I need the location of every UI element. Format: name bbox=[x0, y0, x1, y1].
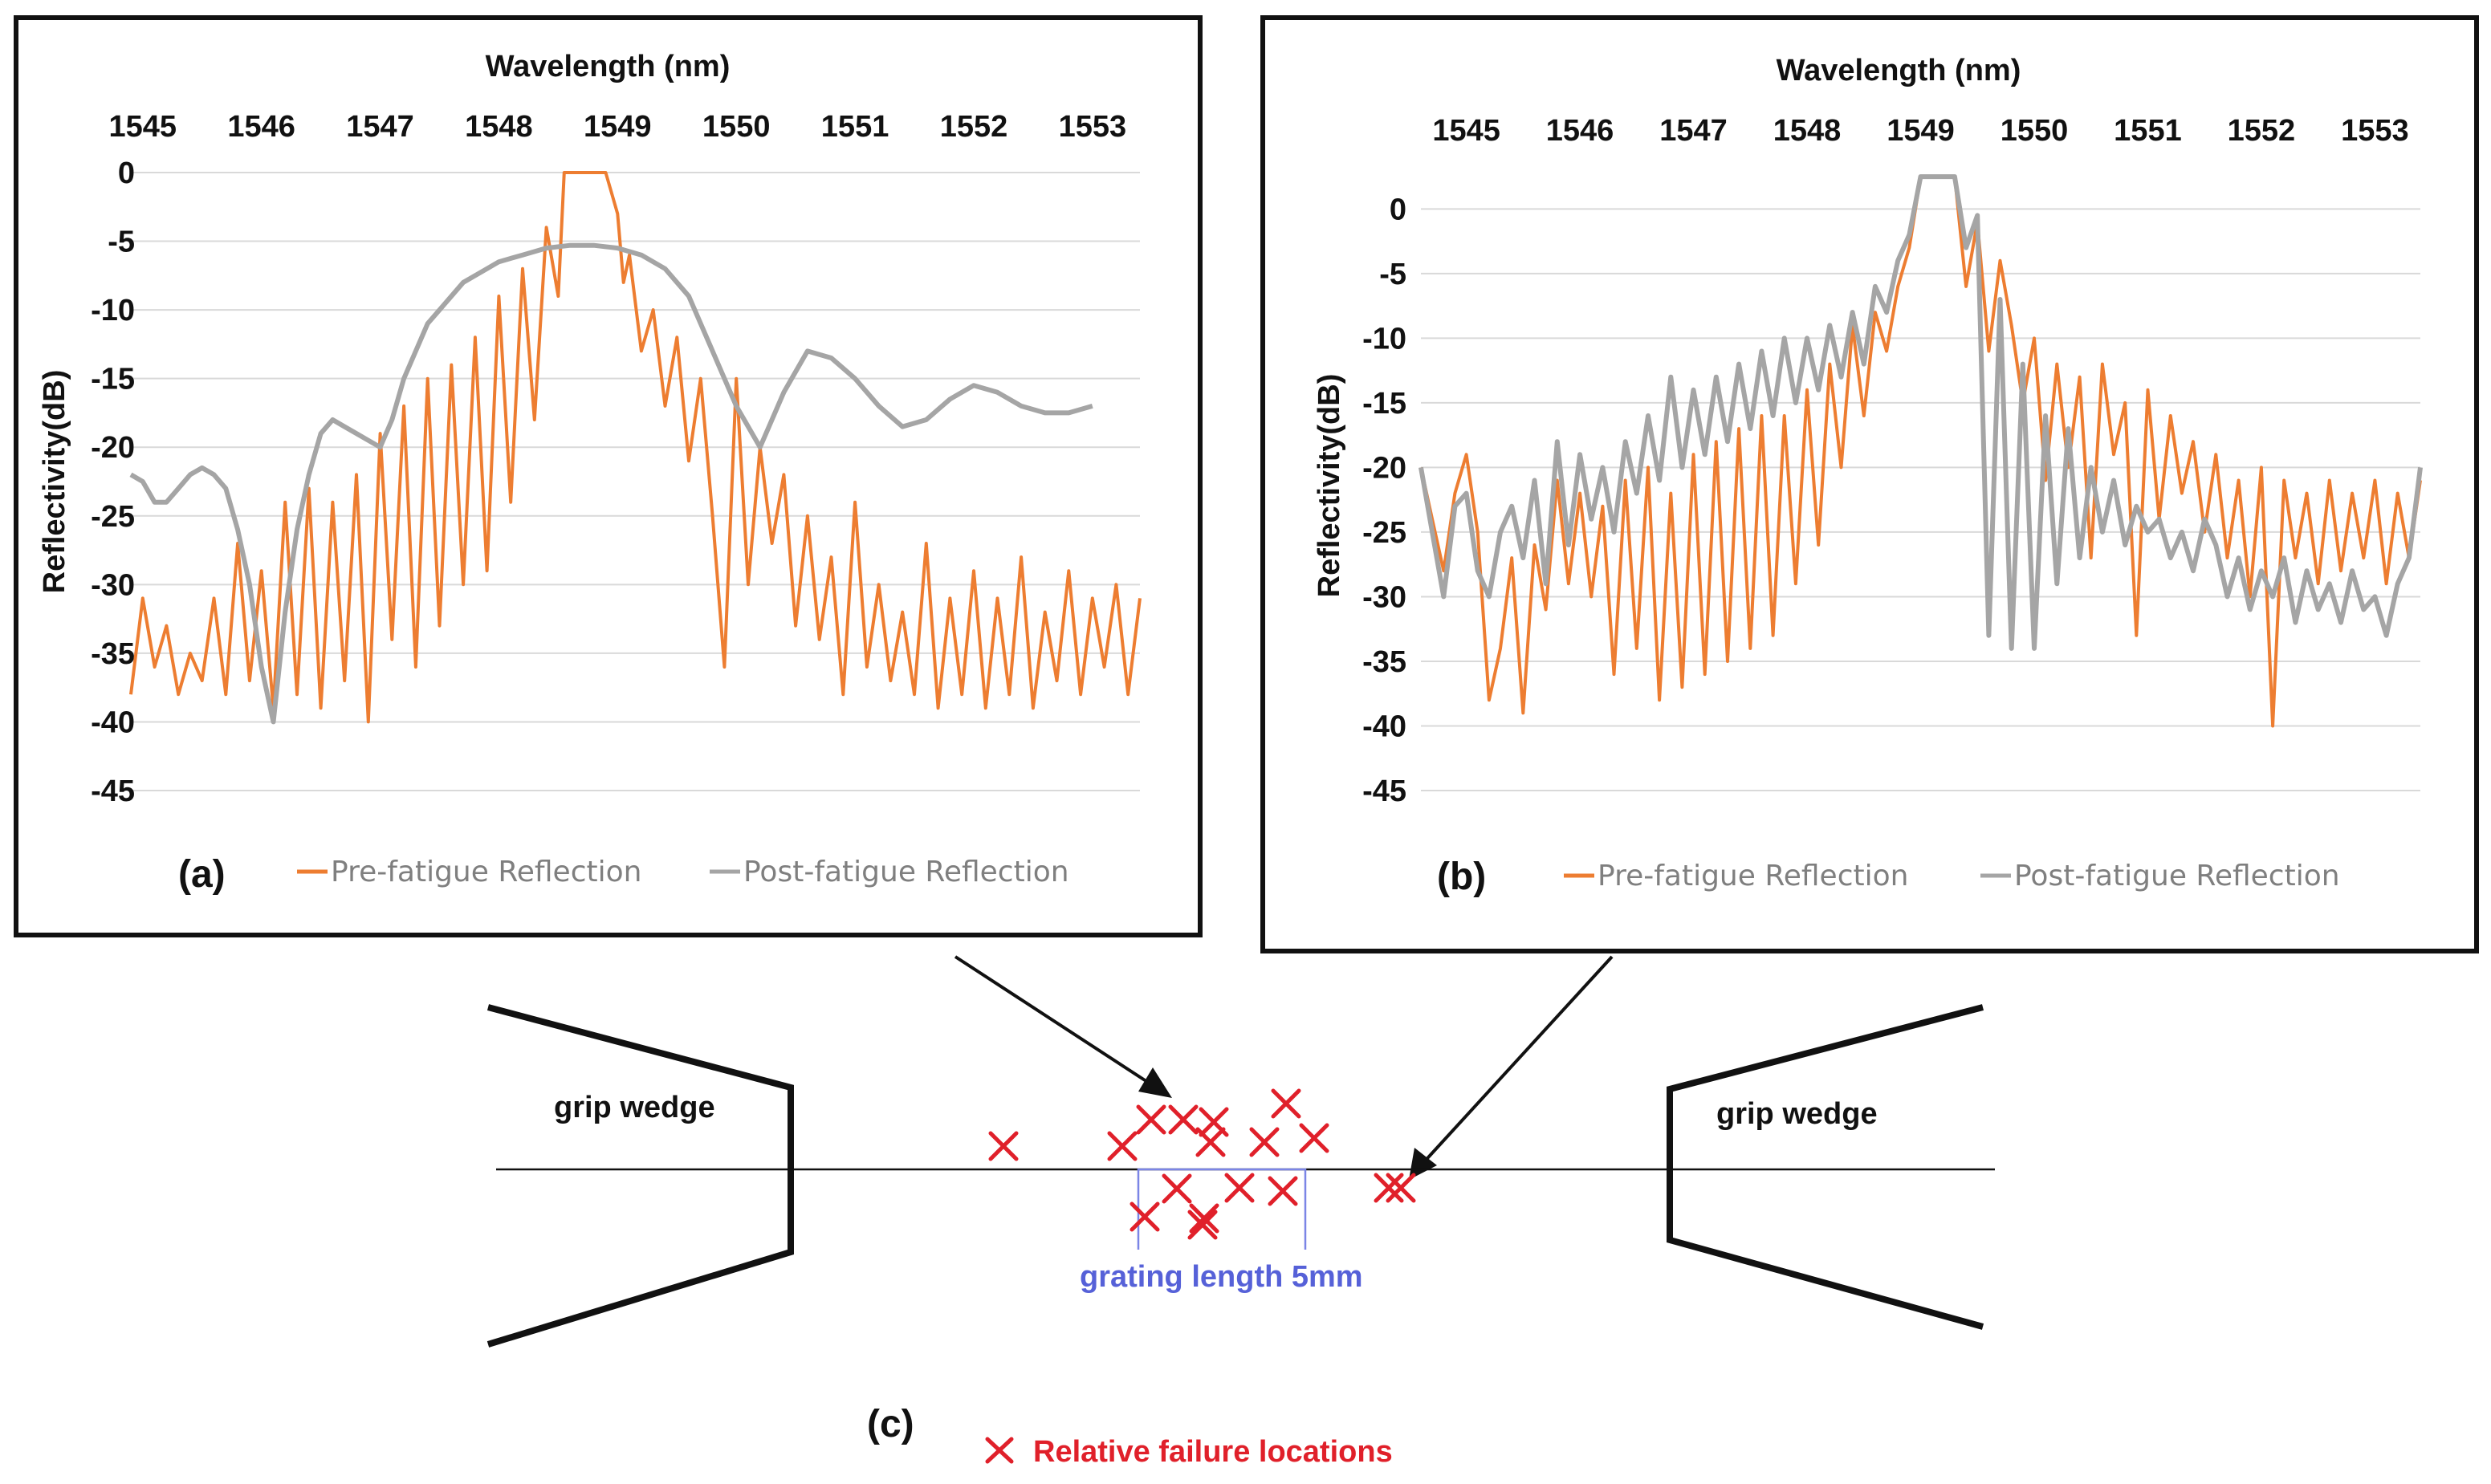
y-tick-label-b: -5 bbox=[1379, 258, 1406, 291]
x-tick-label-a: 1545 bbox=[109, 110, 177, 144]
callout-arrow-a bbox=[954, 955, 1158, 1089]
panel-label-b: (b) bbox=[1437, 856, 1486, 898]
y-tick-label-a: -35 bbox=[91, 637, 135, 671]
x-axis-title-a: Wavelength (nm) bbox=[486, 50, 731, 83]
failure-location-marker bbox=[1189, 1203, 1219, 1234]
y-tick-label-a: -25 bbox=[91, 500, 135, 534]
x-tick-label-a: 1550 bbox=[702, 110, 771, 144]
failure-location-marker bbox=[1187, 1210, 1218, 1240]
failure-location-marker bbox=[1107, 1131, 1138, 1161]
post-fatigue-line-b bbox=[1418, 174, 2423, 651]
failure-location-marker bbox=[1129, 1201, 1160, 1232]
x-tick-label-a: 1548 bbox=[465, 110, 533, 144]
x-tick-label-a: 1547 bbox=[346, 110, 414, 144]
pre-fatigue-line-a bbox=[129, 171, 1142, 724]
y-tick-label-b: -10 bbox=[1362, 322, 1406, 356]
y-tick-label-a: -15 bbox=[91, 363, 135, 396]
x-tick-label-b: 1547 bbox=[1659, 114, 1728, 148]
x-tick-label-a: 1546 bbox=[227, 110, 295, 144]
failure-location-marker bbox=[1249, 1127, 1280, 1157]
y-tick-label-b: -35 bbox=[1362, 645, 1406, 679]
failure-location-marker bbox=[1195, 1127, 1226, 1157]
x-tick-label-b: 1550 bbox=[2001, 114, 2069, 148]
panel-label-c: (c) bbox=[867, 1403, 914, 1445]
failure-location-marker bbox=[988, 1131, 1019, 1161]
left-wedge-label: grip wedge bbox=[554, 1091, 715, 1124]
y-axis-title-a: Reflectivity(dB) bbox=[38, 370, 71, 594]
grating-bracket bbox=[1137, 1168, 1307, 1250]
failure-location-marker bbox=[1162, 1173, 1192, 1204]
x-tick-label-b: 1552 bbox=[2228, 114, 2296, 148]
failure-legend-label: Relative failure locations bbox=[1033, 1435, 1393, 1469]
failure-location-marker bbox=[1386, 1173, 1416, 1203]
legend-entry-a: Post-fatigue Reflection bbox=[743, 856, 1069, 888]
y-tick-label-a: -45 bbox=[91, 775, 135, 808]
y-tick-label-b: -15 bbox=[1362, 387, 1406, 421]
x-tick-label-b: 1548 bbox=[1773, 114, 1842, 148]
callout-arrowhead-a bbox=[1138, 1067, 1172, 1098]
chart-frame-b bbox=[1260, 15, 2479, 953]
failure-location-marker bbox=[1374, 1173, 1404, 1203]
x-tick-label-b: 1553 bbox=[2341, 114, 2409, 148]
grating-length-label: grating length 5mm bbox=[1080, 1260, 1363, 1294]
x-tick-label-a: 1549 bbox=[584, 110, 652, 144]
y-tick-label-b: -40 bbox=[1362, 709, 1406, 743]
x-tick-label-b: 1551 bbox=[2114, 114, 2182, 148]
series-group-a bbox=[129, 171, 1142, 725]
x-tick-label-b: 1546 bbox=[1546, 114, 1614, 148]
panel-label-a: (a) bbox=[178, 853, 226, 896]
y-tick-label-a: -40 bbox=[91, 705, 135, 739]
y-tick-label-a: -10 bbox=[91, 294, 135, 327]
y-tick-label-a: -5 bbox=[108, 226, 135, 259]
failure-location-marker bbox=[1168, 1104, 1199, 1135]
callout-arrowhead-b bbox=[1409, 1148, 1437, 1180]
y-tick-label-b: 0 bbox=[1390, 193, 1406, 226]
failure-location-marker bbox=[1268, 1176, 1298, 1206]
failure-location-marker bbox=[1299, 1123, 1329, 1153]
failure-location-marker bbox=[1136, 1104, 1166, 1135]
failure-location-marker bbox=[1224, 1173, 1255, 1203]
y-tick-label-a: -20 bbox=[91, 431, 135, 465]
right-grip-wedge bbox=[1667, 1004, 1984, 1330]
chart-panel-a: 0 -5 -10 -15 -20 -25 -30 -35 -40 -45 1545 1546 1547 1… bbox=[14, 15, 1203, 937]
y-tick-label-a: -30 bbox=[91, 568, 135, 602]
left-grip-wedge bbox=[486, 1004, 794, 1348]
chart-panel-b: 0 -5 -10 -15 -20 -25 -30 -35 -40 -45 1545 1546 1547 1… bbox=[1260, 15, 2479, 953]
chart-frame-a bbox=[14, 15, 1203, 937]
post-fatigue-line-a bbox=[129, 242, 1093, 725]
failure-markers bbox=[988, 1088, 1416, 1240]
y-tick-label-a: 0 bbox=[118, 157, 135, 190]
x-tick-label-a: 1551 bbox=[821, 110, 889, 144]
x-tick-label-a: 1553 bbox=[1059, 110, 1127, 144]
y-tick-label-b: -45 bbox=[1362, 775, 1406, 808]
x-tick-label-a: 1552 bbox=[940, 110, 1008, 144]
failure-legend: Relative failure locations bbox=[985, 1435, 1393, 1469]
x-axis-title-b: Wavelength (nm) bbox=[1777, 54, 2021, 87]
x-tick-label-b: 1545 bbox=[1432, 114, 1500, 148]
legend-entry-b: Post-fatigue Reflection bbox=[2014, 860, 2340, 892]
callout-arrows bbox=[954, 955, 1614, 1180]
y-axis-title-b: Reflectivity(dB) bbox=[1313, 374, 1346, 598]
y-tick-label-b: -20 bbox=[1362, 451, 1406, 485]
legend-entry-a: Pre-fatigue Reflection bbox=[331, 856, 641, 888]
series-group-b bbox=[1418, 174, 2423, 728]
failure-location-marker bbox=[1271, 1088, 1301, 1119]
specimen-diagram: grip wedge grip wedge grating length 5mm… bbox=[486, 1004, 1995, 1469]
legend-entry-b: Pre-fatigue Reflection bbox=[1598, 860, 1908, 892]
callout-arrow-b bbox=[1419, 955, 1614, 1167]
y-tick-label-b: -25 bbox=[1362, 516, 1406, 550]
x-tick-label-b: 1549 bbox=[1887, 114, 1955, 148]
right-wedge-label: grip wedge bbox=[1716, 1097, 1878, 1131]
y-tick-label-b: -30 bbox=[1362, 580, 1406, 614]
failure-legend-symbol bbox=[985, 1437, 1014, 1464]
